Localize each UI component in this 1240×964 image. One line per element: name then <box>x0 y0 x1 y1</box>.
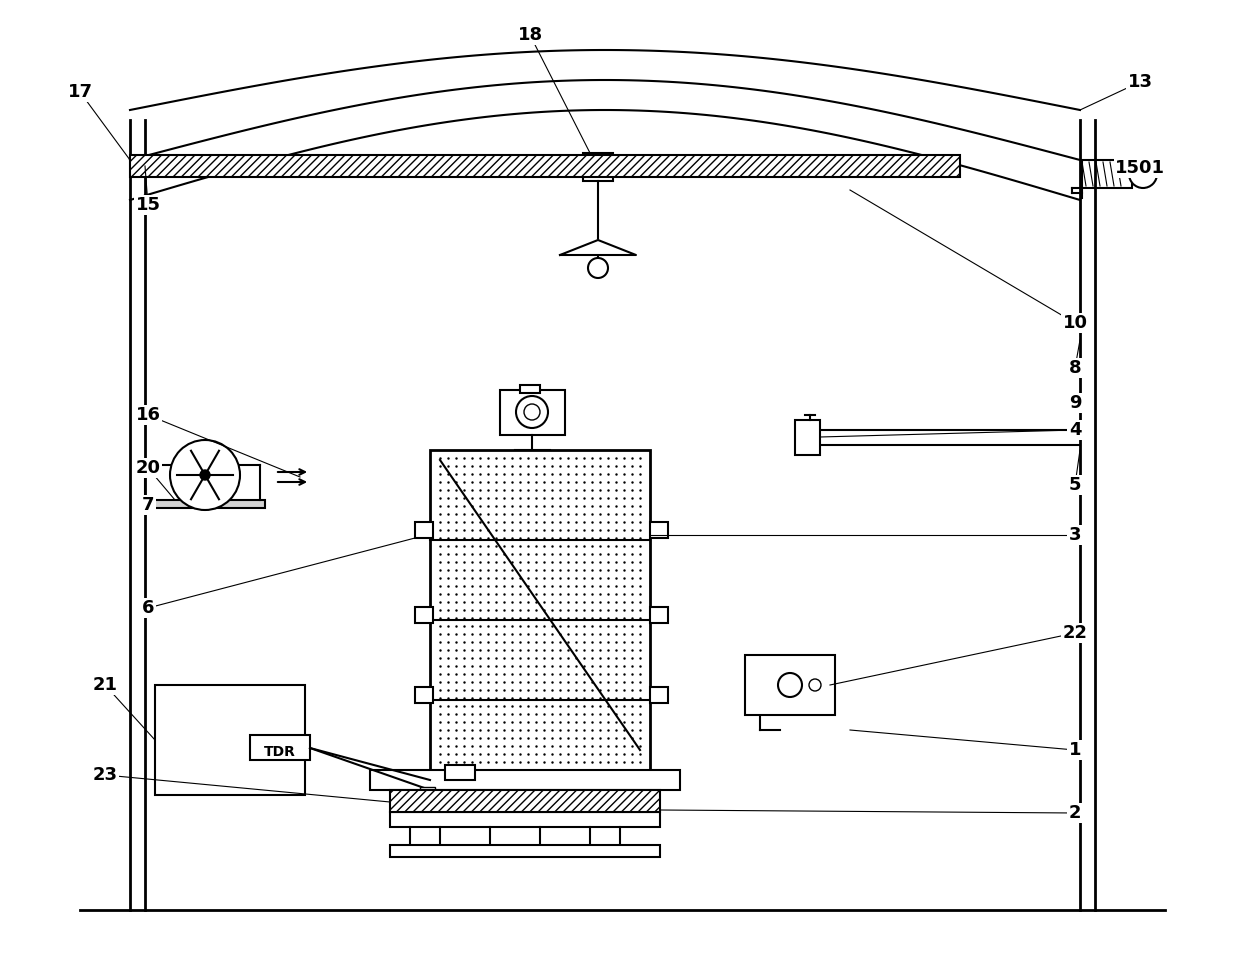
Text: 1501: 1501 <box>1115 159 1166 177</box>
Bar <box>415 522 433 538</box>
Bar <box>1083 160 1132 188</box>
Bar <box>795 420 820 455</box>
Text: 18: 18 <box>517 26 543 44</box>
Bar <box>391 790 660 812</box>
Bar <box>391 812 660 827</box>
Text: 6: 6 <box>141 599 154 617</box>
Bar <box>145 500 265 508</box>
Bar <box>650 522 668 538</box>
Text: 8: 8 <box>1069 359 1081 377</box>
Circle shape <box>777 673 802 697</box>
Circle shape <box>525 404 539 420</box>
Circle shape <box>200 470 210 480</box>
Bar <box>650 607 668 623</box>
Bar <box>155 685 305 795</box>
Text: 10: 10 <box>1063 314 1087 332</box>
Circle shape <box>170 440 241 510</box>
Text: 2: 2 <box>1069 804 1081 822</box>
Text: 5: 5 <box>1069 476 1081 494</box>
Bar <box>583 153 613 181</box>
Circle shape <box>588 258 608 278</box>
Bar <box>430 450 650 770</box>
Bar <box>370 770 680 790</box>
Bar <box>415 607 433 623</box>
Circle shape <box>516 396 548 428</box>
Polygon shape <box>560 240 636 255</box>
Bar <box>250 735 310 760</box>
Text: 16: 16 <box>135 406 160 424</box>
Bar <box>500 390 565 435</box>
Text: 3: 3 <box>1069 526 1081 544</box>
Bar <box>750 660 830 710</box>
Text: 17: 17 <box>67 83 93 101</box>
Circle shape <box>808 679 821 691</box>
Text: 15: 15 <box>135 196 160 214</box>
Text: 9: 9 <box>1069 394 1081 412</box>
Text: 23: 23 <box>93 766 118 784</box>
Bar <box>415 687 433 703</box>
Text: 21: 21 <box>93 676 118 694</box>
Bar <box>130 155 960 177</box>
Text: 22: 22 <box>1063 624 1087 642</box>
Bar <box>650 687 668 703</box>
Text: 20: 20 <box>135 459 160 477</box>
Bar <box>420 787 435 797</box>
Text: TDR: TDR <box>264 745 296 759</box>
Bar <box>391 845 660 857</box>
Text: 4: 4 <box>1069 421 1081 439</box>
Text: 7: 7 <box>141 496 154 514</box>
FancyBboxPatch shape <box>745 655 835 715</box>
Bar <box>520 385 539 393</box>
Circle shape <box>1128 160 1157 188</box>
Text: 13: 13 <box>1127 73 1152 91</box>
Text: 1: 1 <box>1069 741 1081 759</box>
Bar <box>445 765 475 780</box>
